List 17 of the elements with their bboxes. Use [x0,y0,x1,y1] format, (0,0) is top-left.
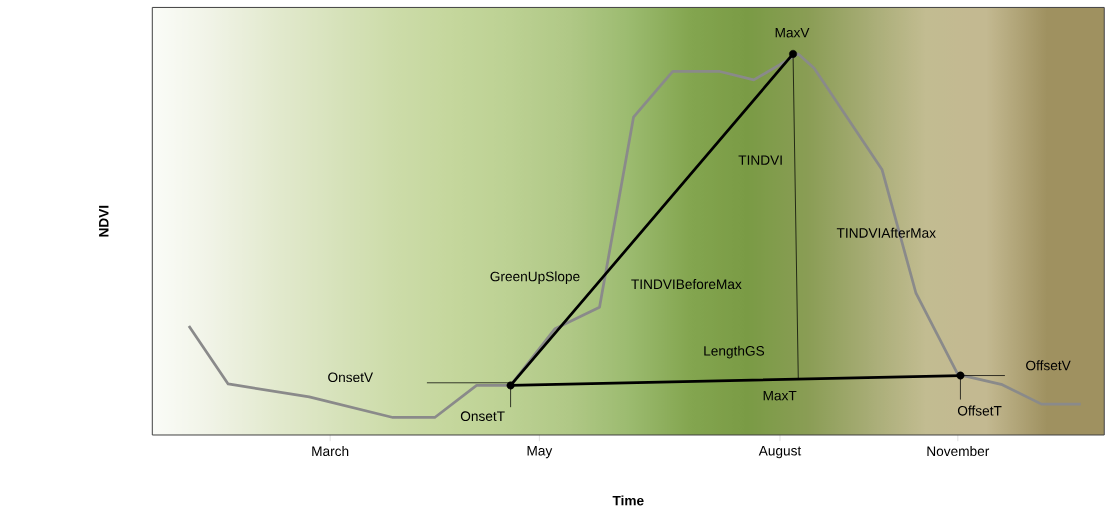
annotation: OnsetT [460,411,505,422]
y-axis-title: NDVI [99,206,109,237]
annotation: MaxT [763,391,797,401]
annotation: OffsetV [1026,360,1071,371]
annotation: TINDVIAfterMax [836,227,936,238]
x-tick-label: March [312,446,349,457]
text: MaxV [775,28,810,38]
annotation: OnsetV [328,372,374,383]
annotation: OffsetT [957,405,1002,416]
annotation: LengthGS [704,345,765,359]
x-tick-label: May [527,446,553,459]
x-tick-label: August [758,446,802,459]
annotation: TINDVIBeforeMax [631,279,742,290]
x-tick-label: November [927,446,990,457]
annotation: TINDVI [738,155,782,165]
x-axis-title: Time [612,495,644,506]
annotation: GreenUpSlope [490,271,580,285]
